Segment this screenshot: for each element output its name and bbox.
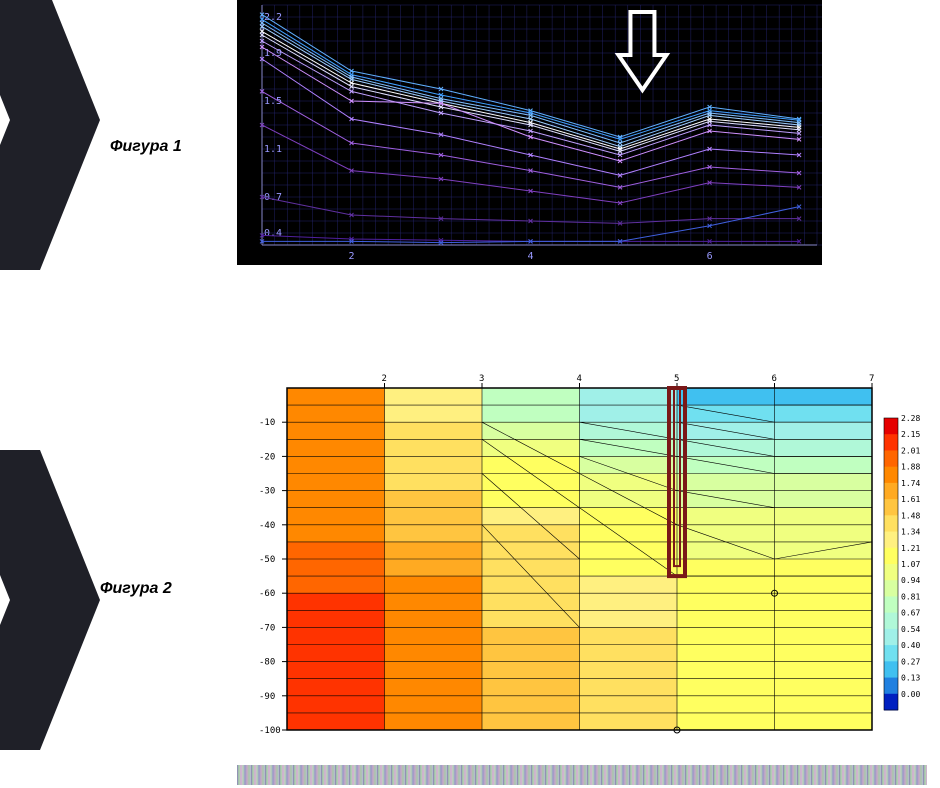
svg-text:2: 2	[382, 374, 387, 384]
svg-text:2.28: 2.28	[901, 414, 920, 423]
svg-text:2: 2	[349, 251, 355, 262]
svg-text:6: 6	[772, 374, 777, 384]
chevron-top	[0, 0, 100, 270]
svg-text:-40: -40	[259, 521, 275, 531]
svg-text:0.54: 0.54	[901, 625, 920, 634]
svg-text:-100: -100	[259, 726, 281, 736]
figure2-label: Фигура 2	[100, 580, 172, 598]
svg-text:1.48: 1.48	[901, 511, 920, 520]
svg-text:1.74: 1.74	[901, 479, 920, 488]
line-chart: 0.40.71.11.51.92.2246	[237, 0, 822, 265]
svg-text:-50: -50	[259, 555, 275, 565]
svg-text:2.15: 2.15	[901, 430, 920, 439]
svg-text:5: 5	[674, 374, 679, 384]
svg-text:-60: -60	[259, 589, 275, 599]
heatmap-chart: 2 3 4 5 6 7 -10 -20 -30 -40 -50 -60 -70 -80 -90 -100 2.2…	[237, 370, 927, 740]
figure1-label: Фигура 1	[110, 138, 182, 156]
svg-text:1.34: 1.34	[901, 528, 920, 537]
svg-text:0.94: 0.94	[901, 576, 920, 585]
svg-text:7: 7	[869, 374, 874, 384]
svg-text:1.21: 1.21	[901, 544, 920, 553]
svg-text:-80: -80	[259, 658, 275, 668]
svg-text:-90: -90	[259, 692, 275, 702]
svg-text:-20: -20	[259, 452, 275, 462]
noise-strip	[237, 765, 927, 785]
svg-text:4: 4	[528, 251, 534, 262]
svg-text:6: 6	[707, 251, 713, 262]
svg-text:0.4: 0.4	[264, 228, 282, 239]
svg-text:-70: -70	[259, 623, 275, 633]
svg-text:-10: -10	[259, 418, 275, 428]
svg-text:2.01: 2.01	[901, 446, 920, 455]
svg-text:1.88: 1.88	[901, 463, 920, 472]
svg-text:0.40: 0.40	[901, 641, 920, 650]
svg-text:0.67: 0.67	[901, 609, 920, 618]
chevron-bottom	[0, 450, 100, 750]
svg-text:3: 3	[479, 374, 484, 384]
svg-text:1.07: 1.07	[901, 560, 920, 569]
svg-text:4: 4	[577, 374, 582, 384]
svg-text:0.00: 0.00	[901, 690, 920, 699]
svg-text:0.27: 0.27	[901, 657, 920, 666]
svg-text:0.81: 0.81	[901, 592, 920, 601]
svg-text:1.61: 1.61	[901, 495, 920, 504]
svg-text:-30: -30	[259, 487, 275, 497]
svg-text:1.1: 1.1	[264, 144, 282, 155]
svg-text:0.13: 0.13	[901, 674, 920, 683]
